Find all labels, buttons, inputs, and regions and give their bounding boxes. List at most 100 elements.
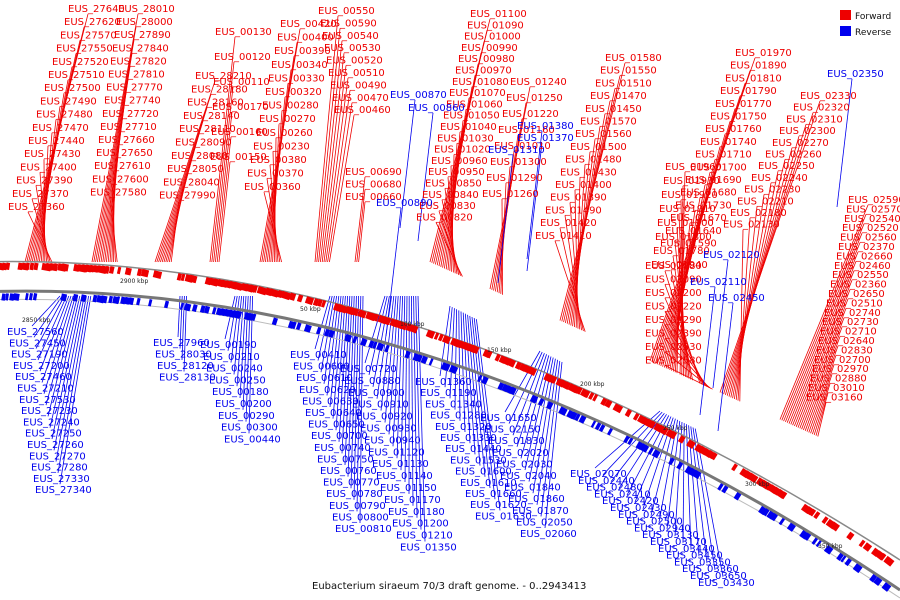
forward-connector [804,336,841,431]
forward-gene [829,521,840,532]
forward-gene-label: EUS_27710 [100,122,157,133]
forward-gene-label: EUS_01100 [470,9,527,20]
reverse-gene-label: EUS_00240 [206,364,263,375]
reverse-connector [694,428,724,577]
reverse-gene [13,293,20,301]
forward-gene-label: EUS_03160 [806,392,863,403]
reverse-gene-label: EUS_02120 [703,250,760,261]
forward-gene [212,278,219,287]
forward-gene-label: EUS_00320 [265,87,322,98]
forward-connector [728,159,786,397]
forward-gene-label: EUS_28160 [187,98,244,109]
forward-connector [109,197,118,263]
forward-gene-label: EUS_01070 [449,88,506,99]
forward-connector [329,115,355,263]
forward-connector [327,102,353,263]
reverse-gene-label: EUS_00250 [209,375,266,386]
reverse-gene-label: EUS_02060 [520,529,577,540]
reverse-gene-label: EUS_00790 [329,501,386,512]
reverse-gene-label: EUS_00720 [340,364,397,375]
forward-gene-label: EUS_00830 [419,201,476,212]
forward-gene [409,324,419,334]
forward-gene [846,531,855,541]
forward-connector [783,223,865,422]
forward-gene [268,288,280,298]
forward-gene [357,309,367,319]
forward-gene [458,340,466,349]
forward-connector [215,111,233,263]
forward-gene [747,472,759,484]
reverse-connector [666,420,681,530]
reverse-gene [9,293,15,301]
forward-gene [316,298,323,307]
reverse-connector [385,207,402,337]
reverse-connector [692,427,716,571]
forward-gene-label: EUS_01020 [434,145,491,156]
forward-gene-label: EUS_27440 [28,136,85,147]
reverse-gene-label: EUS_00410 [290,350,347,361]
reverse-gene-label: EUS_01620 [470,500,527,511]
reverse-gene [295,322,302,331]
reverse-gene [823,545,834,555]
forward-connector [450,165,454,273]
forward-gene [433,332,440,340]
reverse-connector [181,295,185,361]
reverse-gene [372,341,378,349]
forward-gene-label: EUS_00540 [322,31,379,42]
reverse-gene [766,510,776,520]
forward-gene-label: EUS_00820 [416,212,473,223]
reverse-connector [230,295,240,363]
forward-connector [554,240,586,332]
reverse-connector [399,99,416,229]
reverse-gene-label: EUS_01840 [504,483,561,494]
forward-connector [91,13,139,263]
forward-gene-label: EUS_01810 [725,73,782,84]
forward-gene [879,553,887,561]
reverse-gene [108,295,114,304]
forward-gene [176,273,183,281]
forward-gene-label: EUS_01300 [490,157,547,168]
forward-gene [551,376,558,384]
forward-connector [810,364,835,434]
gene-labels: EUS_27640EUS_27620EUS_27570EUS_27550EUS_… [7,4,900,589]
reverse-gene-label: EUS_27240 [23,417,80,428]
forward-gene-label: EUS_02660 [836,251,893,262]
reverse-gene-label: EUS_02450 [708,293,765,304]
forward-gene-label: EUS_02090 [645,275,702,286]
forward-gene-label: EUS_01060 [446,99,503,110]
forward-gene [296,294,304,303]
reverse-gene-label: EUS_28030 [155,350,212,361]
reverse-connector [380,295,395,411]
forward-connector [735,206,758,400]
reverse-gene-label: EUS_00910 [352,400,409,411]
forward-gene-label: EUS_01800 [655,232,712,243]
forward-connector [435,222,463,277]
forward-gene-label: EUS_02300 [779,126,836,137]
reverse-gene-label: EUS_01140 [376,471,433,482]
reverse-gene-label: EUS_00650 [308,420,365,431]
reverse-gene [606,427,613,436]
reverse-connector [177,295,181,338]
reverse-connector [33,295,63,338]
forward-gene [136,268,143,277]
forward-gene [312,298,320,307]
reverse-gene [136,297,141,306]
reverse-gene-label: EUS_27260 [27,440,84,451]
legend-forward-label: Forward [855,12,891,22]
reverse-connector [356,295,362,512]
forward-gene-label: EUS_00660 [345,192,402,203]
reverse-gene [881,582,892,592]
scale-tick-label: 200 kbp [580,381,605,388]
reverse-gene-label: EUS_28120 [157,361,214,372]
reverse-gene-track [1,293,892,592]
forward-gene-label: EUS_01420 [540,218,597,229]
reverse-gene-label: EUS_01830 [488,436,545,447]
reverse-gene [778,517,786,526]
reverse-gene-label: EUS_27330 [33,474,90,485]
forward-gene-label: EUS_01960 [665,162,722,173]
reverse-gene-label: EUS_03170 [650,537,707,548]
forward-gene-label: EUS_02260 [765,150,822,161]
forward-connector [730,171,779,398]
reverse-gene [844,558,852,567]
forward-gene-label: EUS_01900 [657,218,714,229]
